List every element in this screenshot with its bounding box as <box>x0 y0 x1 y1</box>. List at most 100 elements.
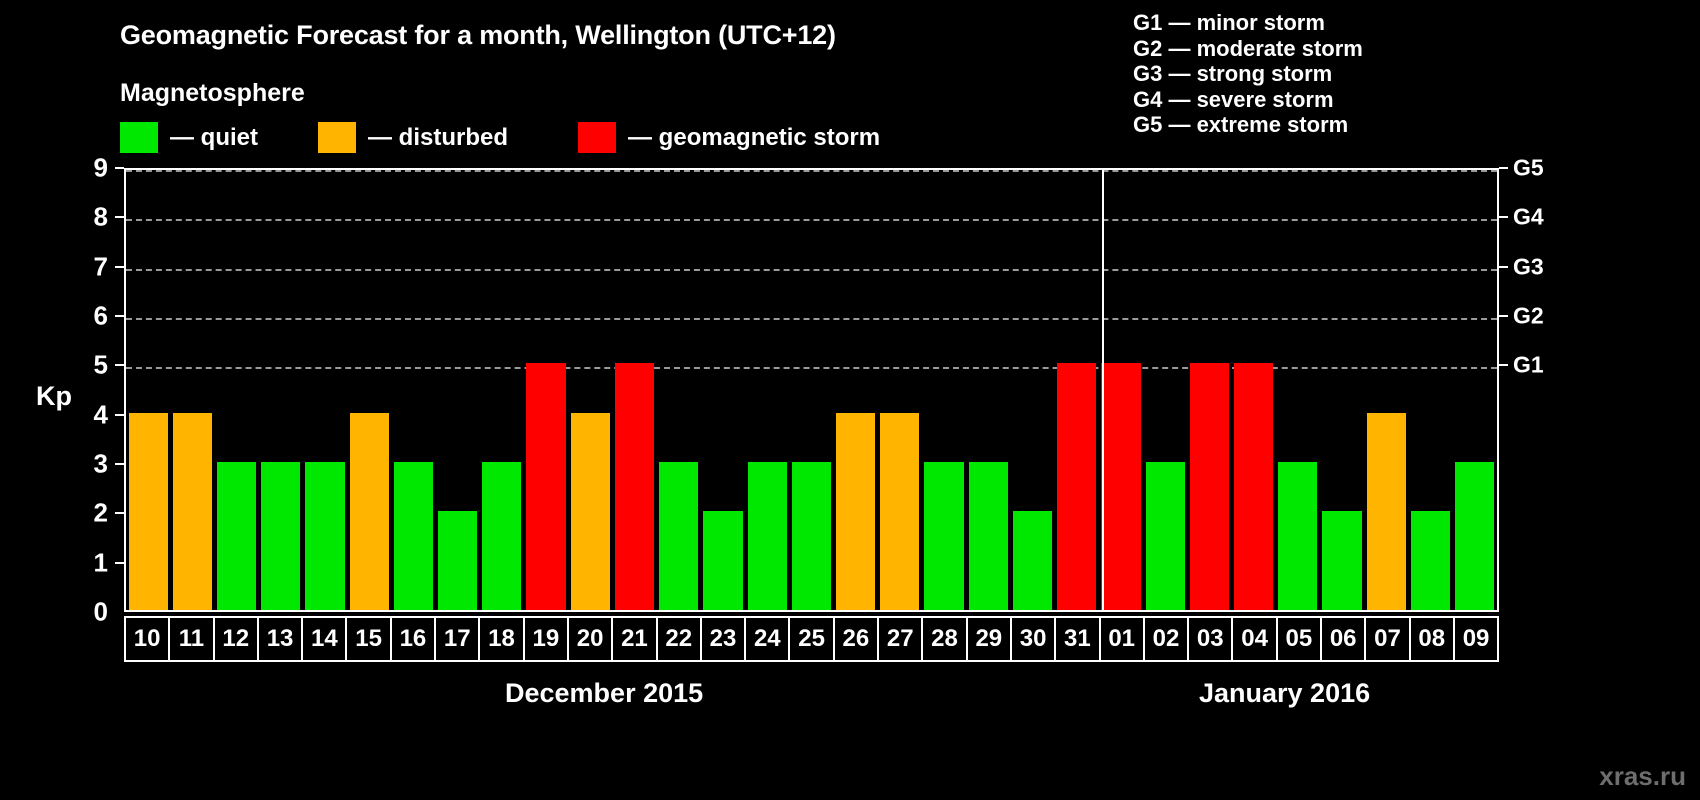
bar-03[interactable] <box>1189 363 1229 610</box>
day-label-01[interactable]: 01 <box>1101 618 1145 660</box>
bar-29[interactable] <box>968 462 1008 610</box>
bar-slot[interactable] <box>391 170 435 610</box>
bar-slot[interactable] <box>878 170 922 610</box>
bar-18[interactable] <box>482 462 522 610</box>
day-label-31[interactable]: 31 <box>1056 618 1101 660</box>
bar-24[interactable] <box>747 462 787 610</box>
day-label-26[interactable]: 26 <box>835 618 880 660</box>
bar-slot[interactable] <box>1010 170 1054 610</box>
day-label-14[interactable]: 14 <box>303 618 348 660</box>
bar-slot[interactable] <box>1099 170 1143 610</box>
g-tick-label: G3 <box>1513 253 1544 280</box>
bar-slot[interactable] <box>480 170 524 610</box>
bar-slot[interactable] <box>789 170 833 610</box>
bar-09[interactable] <box>1455 462 1495 610</box>
day-label-09[interactable]: 09 <box>1462 625 1490 652</box>
day-label-06[interactable]: 06 <box>1322 618 1367 660</box>
bar-10[interactable] <box>128 412 168 610</box>
day-label-23[interactable]: 23 <box>702 618 747 660</box>
bar-11[interactable] <box>172 412 212 610</box>
bar-04[interactable] <box>1233 363 1274 610</box>
bar-slot[interactable] <box>745 170 789 610</box>
day-label-12[interactable]: 12 <box>215 618 259 660</box>
bar-31[interactable] <box>1057 363 1097 610</box>
bar-slot[interactable] <box>1187 170 1231 610</box>
bar-07[interactable] <box>1366 412 1406 610</box>
bar-02[interactable] <box>1145 462 1185 610</box>
bar-slot[interactable] <box>1453 170 1497 610</box>
bar-17[interactable] <box>438 511 478 610</box>
bar-05[interactable] <box>1278 462 1318 610</box>
bar-slot[interactable] <box>1408 170 1452 610</box>
day-label-08[interactable]: 08 <box>1411 618 1455 660</box>
day-label-13[interactable]: 13 <box>259 618 304 660</box>
day-label-19[interactable]: 19 <box>525 618 569 660</box>
bar-slot[interactable] <box>524 170 568 610</box>
bar-slot[interactable] <box>612 170 656 610</box>
day-label-29[interactable]: 29 <box>968 618 1012 660</box>
bar-slot[interactable] <box>1276 170 1320 610</box>
legend-item-storm: — geomagnetic storm <box>578 122 880 153</box>
bar-slot[interactable] <box>834 170 878 610</box>
bar-slot[interactable] <box>1143 170 1187 610</box>
day-label-27[interactable]: 27 <box>879 618 924 660</box>
bar-08[interactable] <box>1410 511 1451 610</box>
bar-slot[interactable] <box>657 170 701 610</box>
bar-slot[interactable] <box>1364 170 1408 610</box>
bar-01[interactable] <box>1101 363 1141 610</box>
bar-13[interactable] <box>261 462 301 610</box>
bar-slot[interactable] <box>170 170 214 610</box>
bar-12[interactable] <box>216 462 257 610</box>
bar-21[interactable] <box>614 363 655 610</box>
day-label-24[interactable]: 24 <box>746 618 791 660</box>
bar-26[interactable] <box>836 412 876 610</box>
bar-30[interactable] <box>1012 511 1053 610</box>
gridline <box>126 318 1497 320</box>
bar-slot[interactable] <box>436 170 480 610</box>
y-tick-label: 0 <box>93 596 108 627</box>
legend-item-quiet: — quiet <box>120 122 258 153</box>
day-label-07[interactable]: 07 <box>1366 618 1411 660</box>
bar-23[interactable] <box>703 511 743 610</box>
bar-slot[interactable] <box>214 170 258 610</box>
y-axis-title: Kp <box>36 381 72 411</box>
day-label-15[interactable]: 15 <box>347 618 392 660</box>
day-label-17[interactable]: 17 <box>436 618 481 660</box>
bar-slot[interactable] <box>966 170 1010 610</box>
bar-slot[interactable] <box>259 170 303 610</box>
bar-19[interactable] <box>526 363 566 610</box>
bar-slot[interactable] <box>568 170 612 610</box>
day-label-25[interactable]: 25 <box>790 618 835 660</box>
day-label-05[interactable]: 05 <box>1278 618 1323 660</box>
bar-06[interactable] <box>1322 511 1362 610</box>
day-label-21[interactable]: 21 <box>613 618 658 660</box>
bar-slot[interactable] <box>1320 170 1364 610</box>
day-label-22[interactable]: 22 <box>658 618 702 660</box>
day-label-03[interactable]: 03 <box>1189 618 1234 660</box>
bar-20[interactable] <box>570 412 610 610</box>
bar-28[interactable] <box>924 462 964 610</box>
day-label-02[interactable]: 02 <box>1145 618 1190 660</box>
bar-slot[interactable] <box>347 170 391 610</box>
bar-slot[interactable] <box>701 170 745 610</box>
day-label-10[interactable]: 10 <box>126 618 171 660</box>
bar-slot[interactable] <box>1055 170 1099 610</box>
day-label-16[interactable]: 16 <box>392 618 437 660</box>
day-label-11[interactable]: 11 <box>170 618 215 660</box>
bar-slot[interactable] <box>1231 170 1275 610</box>
bar-22[interactable] <box>659 462 699 610</box>
bar-slot[interactable] <box>303 170 347 610</box>
bar-slot[interactable] <box>922 170 966 610</box>
day-label-20[interactable]: 20 <box>569 618 614 660</box>
bar-25[interactable] <box>791 462 831 610</box>
day-label-18[interactable]: 18 <box>480 618 525 660</box>
bar-14[interactable] <box>305 462 345 610</box>
bar-27[interactable] <box>880 412 920 610</box>
day-label-04[interactable]: 04 <box>1233 618 1278 660</box>
day-label-28[interactable]: 28 <box>923 618 968 660</box>
bar-16[interactable] <box>393 462 434 610</box>
month-label-january: January 2016 <box>1199 678 1371 708</box>
day-label-30[interactable]: 30 <box>1012 618 1057 660</box>
bar-slot[interactable] <box>126 170 170 610</box>
bar-15[interactable] <box>349 412 389 610</box>
